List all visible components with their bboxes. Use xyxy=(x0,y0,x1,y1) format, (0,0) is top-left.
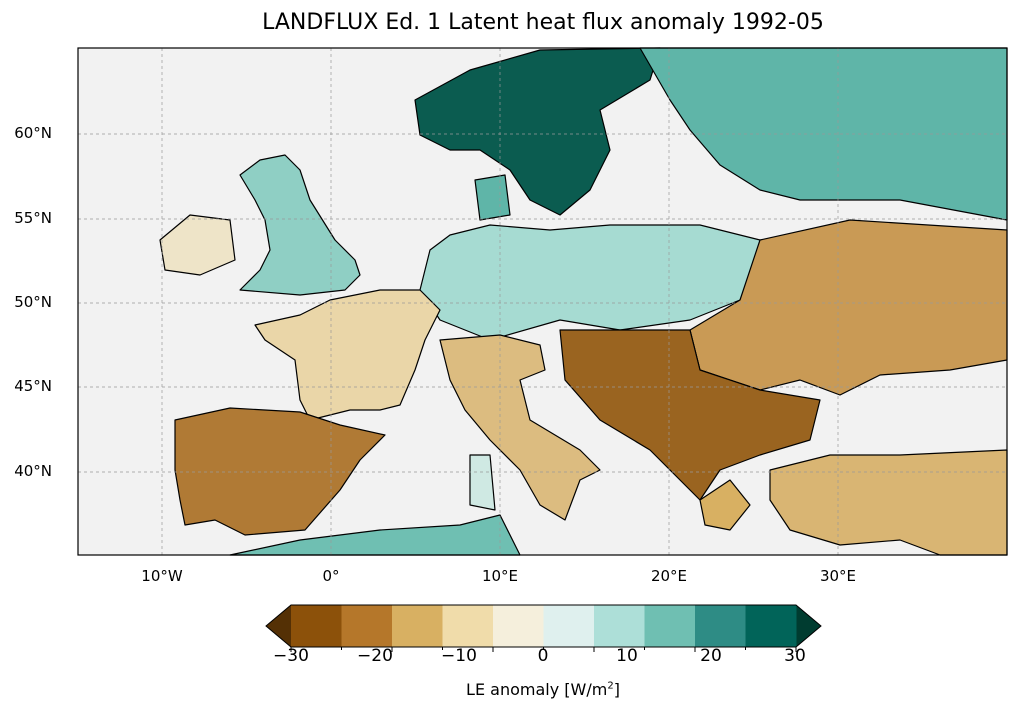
colorbar-bin xyxy=(392,605,443,647)
region-greece xyxy=(699,479,751,531)
colorbar-tick-label: −10 xyxy=(441,646,477,666)
colorbar xyxy=(265,604,822,652)
lat-label: 55°N xyxy=(14,209,52,227)
lon-label: 20°E xyxy=(650,567,688,585)
colorbar-extend-min xyxy=(266,605,291,647)
gridlines xyxy=(78,48,1007,555)
colorbar-bin xyxy=(543,605,595,647)
colorbar-bin xyxy=(493,605,544,647)
lon-label: 10°E xyxy=(481,567,519,585)
colorbar-tick-label: 10 xyxy=(616,646,638,666)
colorbar-tick-label: 30 xyxy=(784,646,806,666)
map-frame xyxy=(77,47,1008,556)
map-title: LANDFLUX Ed. 1 Latent heat flux anomaly … xyxy=(262,10,824,35)
colorbar-bin xyxy=(341,605,393,647)
region-sardinia-corsica xyxy=(469,454,496,511)
land-regions xyxy=(159,47,1008,556)
colorbar-tick-label: −30 xyxy=(273,646,309,666)
colorbar-bin xyxy=(745,605,797,647)
colorbar-extend-max xyxy=(796,605,821,647)
region-denmark xyxy=(474,174,511,221)
lon-label: 0° xyxy=(322,567,340,585)
region-balkans xyxy=(559,329,821,501)
region-france xyxy=(254,289,441,421)
region-ireland xyxy=(159,214,236,276)
lat-label: 50°N xyxy=(14,293,52,311)
lon-label: 10°W xyxy=(141,567,183,585)
colorbar-bin xyxy=(695,605,746,647)
lat-label: 45°N xyxy=(14,377,52,395)
lat-label: 40°N xyxy=(14,462,52,480)
lon-label: 30°E xyxy=(819,567,857,585)
colorbar-label: LE anomaly [W/m2] xyxy=(466,680,620,699)
region-italy xyxy=(439,334,601,521)
region-scandinavia xyxy=(414,47,661,216)
colorbar-bin xyxy=(594,605,645,647)
colorbar-tick-label: 20 xyxy=(700,646,722,666)
region-britain xyxy=(239,154,361,296)
colorbar-bin xyxy=(291,605,342,647)
lat-label: 60°N xyxy=(14,124,52,142)
colorbar-tick-label: −20 xyxy=(357,646,393,666)
colorbar-bin xyxy=(442,605,494,647)
region-iberia xyxy=(174,407,386,536)
colorbar-tick-label: 0 xyxy=(537,646,549,666)
colorbar-bin xyxy=(644,605,696,647)
